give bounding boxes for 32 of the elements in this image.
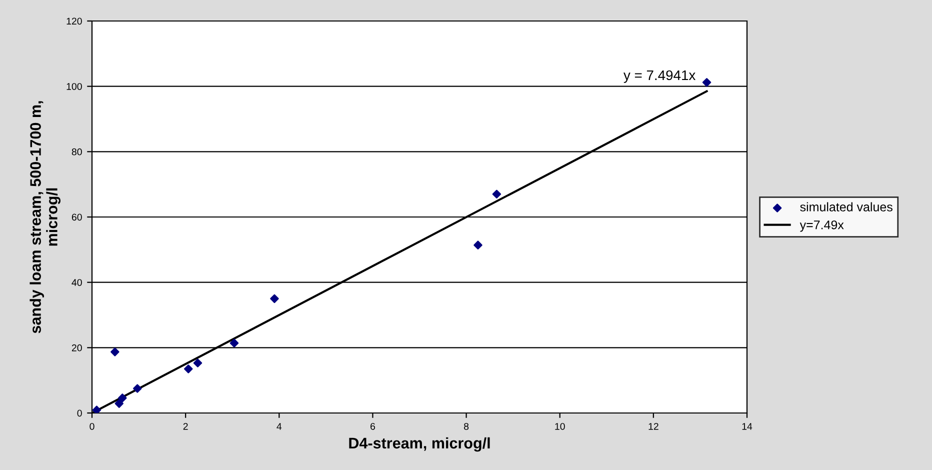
- point: [270, 294, 279, 304]
- point: [193, 358, 202, 368]
- x-axis-title: D4-stream, microg/l: [349, 437, 490, 452]
- x-tick-label: 6: [370, 422, 375, 430]
- y-tick-label: 0: [77, 410, 82, 417]
- y-tick-label: 100: [66, 83, 82, 90]
- y-tick-label: 20: [72, 344, 82, 352]
- point: [118, 394, 127, 402]
- annotation: y = 7.4941x: [623, 70, 696, 83]
- point: [133, 384, 142, 393]
- x-tick-label: 2: [183, 422, 188, 430]
- y-axis-title: sandy loam stream, 500-1700 m, microg/l: [30, 101, 61, 334]
- point: [114, 399, 124, 408]
- point: [230, 338, 239, 348]
- point: [492, 190, 502, 199]
- x-tick-label: 14: [742, 423, 752, 430]
- x-tick-label: 4: [276, 423, 282, 430]
- point: [702, 78, 712, 87]
- x-tick-label: 10: [555, 422, 565, 430]
- legend-label: simulated values: [800, 202, 892, 212]
- x-tick-label: 8: [464, 422, 469, 430]
- point: [92, 406, 102, 413]
- point: [184, 364, 193, 374]
- y-tick-label: 60: [72, 214, 82, 221]
- y-tick-label: 120: [66, 18, 82, 25]
- y-tick-label: 40: [72, 279, 82, 286]
- y-tick-label: 80: [72, 148, 82, 156]
- x-tick-label: 0: [90, 422, 94, 430]
- point: [110, 348, 120, 356]
- x-tick-label: 12: [648, 422, 658, 430]
- point: [474, 240, 482, 250]
- legend-label: y=7.49x: [800, 220, 844, 232]
